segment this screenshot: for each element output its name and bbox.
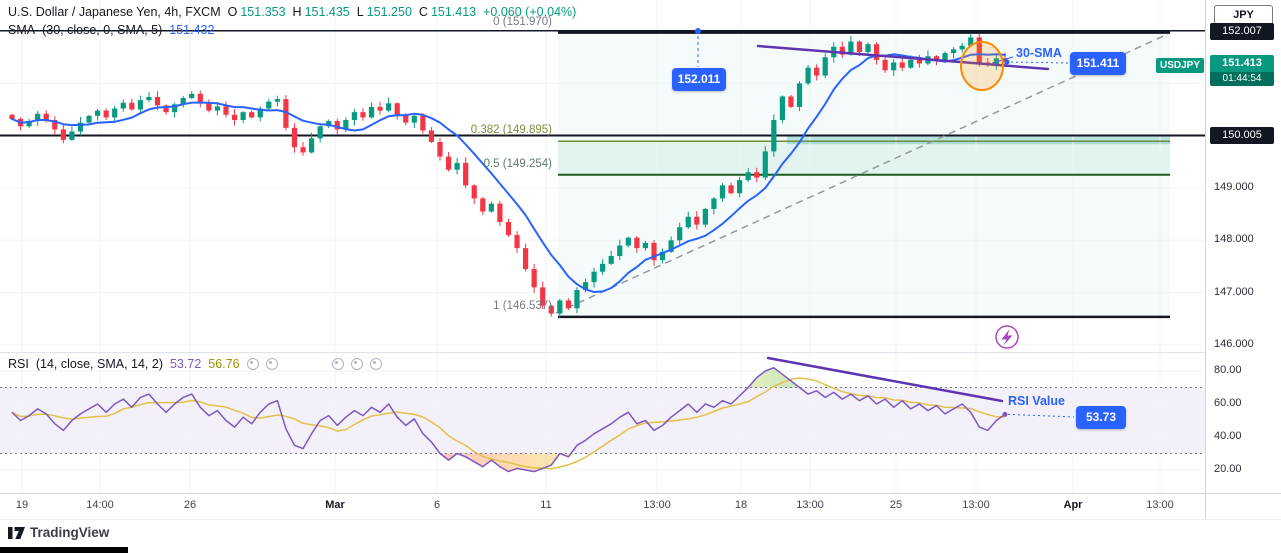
- currency-toggle-button[interactable]: JPY: [1214, 5, 1273, 25]
- sma-indicator-params: (30, close, 0, SMA, 5): [42, 23, 163, 37]
- rsi-tick-label: 20.00: [1214, 463, 1242, 475]
- rsi-sma-current-value: 56.76: [208, 357, 240, 371]
- rsi-indicator-name[interactable]: RSI: [8, 357, 29, 371]
- ohlc-high-value: 151.435: [304, 5, 350, 19]
- price-line-badge-level: 150.005: [1210, 127, 1274, 144]
- sma-30-line: [11, 53, 1006, 293]
- time-axis-label: 18: [734, 499, 748, 511]
- fib-label-05: 0.5 (149.254): [483, 158, 552, 170]
- tradingview-logo-icon: [8, 526, 25, 539]
- ohlc-low-value: 151.250: [366, 5, 412, 19]
- rsi-tick-label: 60.00: [1214, 397, 1242, 409]
- time-axis-label: Mar: [325, 499, 345, 511]
- rsi-value-label[interactable]: RSI Value: [1008, 394, 1065, 408]
- time-axis-label: 13:00: [1146, 499, 1174, 511]
- dashed-support-trendline: [555, 33, 1169, 314]
- time-axis-label: 26: [183, 499, 197, 511]
- time-axis-label: 6: [433, 499, 441, 511]
- ohlc-open-value: 151.353: [240, 5, 286, 19]
- time-axis-label: 13:00: [643, 499, 671, 511]
- bottom-bar: [0, 547, 128, 553]
- time-axis-label: 13:00: [796, 499, 824, 511]
- ohlc-high-key: H: [292, 5, 302, 19]
- annotations: [695, 28, 1069, 91]
- main-pane-legend: U.S. Dollar / Japanese Yen, 4h, FXCM O 15…: [8, 5, 576, 41]
- last-price-value: 151.413: [1210, 55, 1274, 72]
- swing-high-callout-badge[interactable]: 152.011: [672, 68, 726, 91]
- rsi-tick-label: 40.00: [1214, 430, 1242, 442]
- bar-countdown: 01:44:54: [1210, 72, 1274, 86]
- tradingview-brand-text: TradingView: [30, 525, 110, 540]
- sma-price-callout-badge[interactable]: 151.411: [1070, 52, 1126, 75]
- rsi-current-value: 53.72: [169, 357, 202, 371]
- rsi-pane: [0, 356, 1205, 473]
- more-icon[interactable]: [350, 358, 363, 370]
- change-value: +0.060 (+0.04%): [483, 5, 577, 19]
- eye-icon[interactable]: [246, 358, 259, 370]
- pane-separators: [0, 0, 1281, 520]
- fib-label-0: 0 (151.970): [493, 16, 552, 28]
- time-axis[interactable]: 19 14:00 26 Mar 6 11 13:00 18 13:00 25 13:00 Apr 13:…: [0, 494, 1205, 520]
- rsi-value-callout-badge[interactable]: 53.73: [1076, 406, 1126, 429]
- time-axis-label: 11: [540, 499, 552, 511]
- rsi-tick-label: 80.00: [1214, 364, 1242, 376]
- sma-indicator-value: 151.432: [169, 23, 215, 37]
- price-line-badge-top: 152.007: [1210, 23, 1274, 40]
- ohlc-low-key: L: [356, 5, 364, 19]
- price-tick-label: 146.000: [1214, 337, 1254, 350]
- symbol-price-flag: USDJPY: [1156, 58, 1204, 73]
- price-tick-label: 149.000: [1214, 181, 1254, 193]
- rsi-indicator-params: (14, close, SMA, 14, 2): [35, 357, 163, 371]
- last-price-badge: 151.413 01:44:54: [1210, 55, 1274, 86]
- time-axis-label: Apr: [1063, 499, 1083, 511]
- lightning-icon: [995, 325, 1019, 349]
- price-tick-label: 147.000: [1214, 285, 1254, 298]
- ohlc-open-key: O: [227, 5, 238, 19]
- rsi-pane-legend: RSI (14, close, SMA, 14, 2) 53.72 56.76: [8, 357, 382, 371]
- price-tick-label: 148.000: [1214, 233, 1254, 246]
- price-axis[interactable]: JPY 152.007 151.413 01:44:54 150.005 149…: [1205, 0, 1281, 520]
- fib-label-0382: 0.382 (149.895): [470, 124, 552, 136]
- time-axis-label: 19: [15, 499, 29, 511]
- eye-icon-2[interactable]: [331, 358, 344, 370]
- time-axis-label: 13:00: [962, 499, 990, 511]
- price-levels: [0, 29, 1205, 319]
- symbol-title[interactable]: U.S. Dollar / Japanese Yen, 4h, FXCM: [8, 5, 221, 19]
- candlestick-series: [9, 33, 1008, 318]
- sma-indicator-name[interactable]: SMA: [8, 23, 36, 37]
- highlight-circle: [960, 41, 1004, 91]
- ohlc-close-key: C: [418, 5, 428, 19]
- settings-icon[interactable]: [265, 358, 278, 370]
- tradingview-brand[interactable]: TradingView: [8, 525, 109, 540]
- close-icon[interactable]: [369, 358, 382, 370]
- sma-30-label[interactable]: 30-SMA: [1016, 46, 1062, 60]
- ohlc-close-value: 151.413: [430, 5, 477, 19]
- time-axis-label: 14:00: [86, 499, 114, 511]
- time-axis-label: 25: [889, 499, 903, 511]
- fib-label-1: 1 (146.537): [493, 300, 552, 312]
